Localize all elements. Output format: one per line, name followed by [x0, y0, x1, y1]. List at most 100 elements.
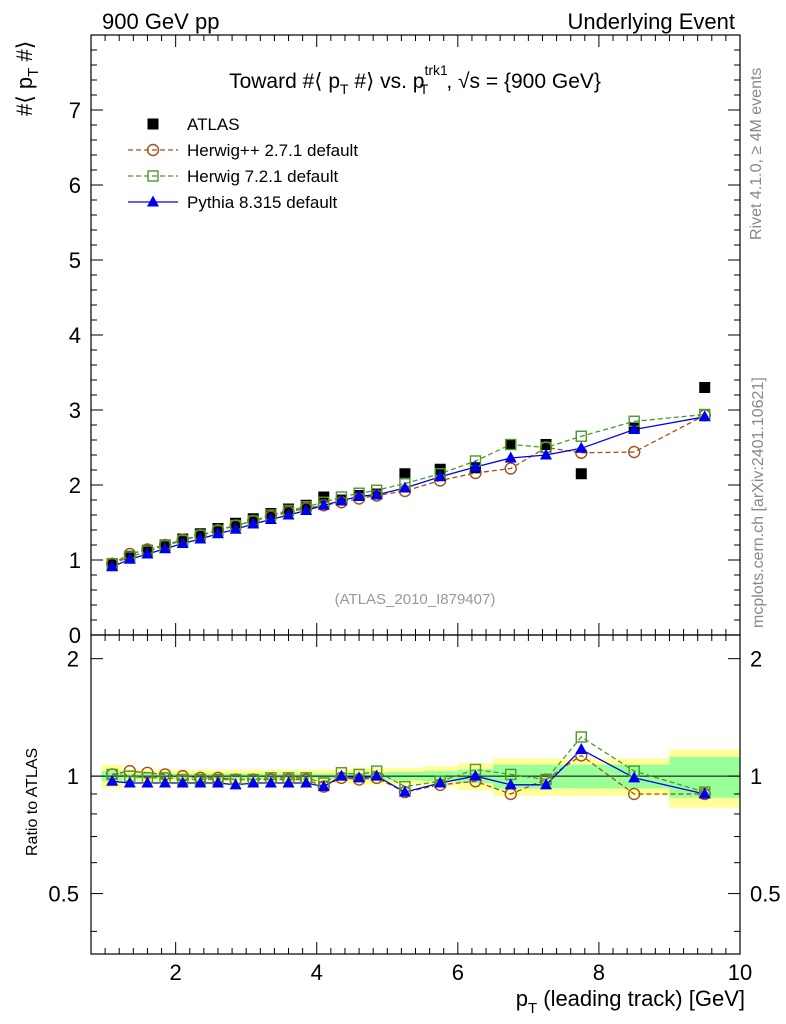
main-point-pythia-8-315-default: [282, 508, 295, 520]
title-sup-trk1: trk1: [424, 62, 448, 78]
ylabel-sub: T: [25, 68, 42, 77]
main-point-pythia-8-315-default: [264, 513, 277, 524]
ratio-ytick-label-left: 0.5: [48, 882, 79, 907]
ratio-error-bands: [101, 749, 740, 808]
title-sub-t1: T: [340, 81, 349, 97]
main-ytick-label: 4: [69, 323, 81, 348]
ratio-ytick-label-left: 1: [67, 764, 79, 789]
analysis-id-label: (ATLAS_2010_I879407): [335, 591, 496, 608]
main-point-pythia-8-315-default: [469, 460, 482, 472]
ratio-point-pythia-8-315-default: [300, 776, 313, 788]
ratio-line-herwig-7-2-1-default: [112, 736, 705, 793]
ratio-point-pythia-8-315-default: [504, 778, 517, 790]
main-point-herwig-7-2-1-default: [575, 430, 587, 442]
xlabel-part-a: p: [516, 986, 528, 1011]
ratio-line-herwig-2-7-1-default: [112, 754, 705, 795]
ratio-point-pythia-8-315-default: [176, 776, 189, 788]
ratio-point-pythia-8-315-default: [434, 776, 447, 788]
title-part-a: Toward #⟨ p: [229, 70, 340, 93]
ratio-ytick-label-right: 1: [750, 764, 762, 789]
ratio-point-pythia-8-315-default: [159, 776, 172, 788]
main-ytick-label: 5: [69, 248, 81, 273]
mcplots-label: mcplots.cern.ch [arXiv:2401.10621]: [750, 377, 767, 628]
legend-marker-herwig-7-2-1-default: [147, 170, 159, 182]
main-point-atlas: [575, 468, 587, 480]
legend-label-pythia-8-315-default: Pythia 8.315 default: [187, 193, 338, 212]
ratio-point-pythia-8-315-default: [698, 787, 711, 799]
main-ytick-label: 6: [69, 173, 81, 198]
main-ylabel: #⟨ pT #⟩: [12, 41, 42, 116]
legend-marker-herwig-2-7-1-default: [146, 143, 160, 157]
main-ytick-label: 3: [69, 398, 81, 423]
legend-label-herwig-2-7-1-default: Herwig++ 2.7.1 default: [187, 141, 358, 160]
main-point-pythia-8-315-default: [176, 537, 189, 548]
ratio-point-pythia-8-315-default: [335, 769, 348, 781]
main-point-pythia-8-315-default: [229, 522, 242, 534]
main-point-pythia-8-315-default: [211, 527, 224, 539]
header-right: Underlying Event: [567, 9, 735, 34]
main-point-pythia-8-315-default: [300, 504, 313, 515]
ratio-point-pythia-8-315-default: [575, 743, 588, 755]
rivet-version-label: Rivet 4.1.0, ≥ 4M events: [748, 68, 765, 240]
main-title: Toward #⟨ pT #⟩ vs. ptrk1 T, √s = {900 Ge…: [229, 62, 601, 97]
ylabel-part-a: #⟨ p: [12, 77, 37, 116]
ratio-point-pythia-8-315-default: [211, 776, 224, 788]
main-series-layer: [105, 382, 711, 572]
legend-marker-atlas: [147, 118, 159, 130]
ratio-point-pythia-8-315-default: [398, 785, 411, 797]
main-point-atlas: [505, 439, 517, 450]
ratio-point-pythia-8-315-default: [317, 780, 330, 792]
main-point-pythia-8-315-default: [159, 542, 172, 554]
main-point-pythia-8-315-default: [698, 410, 711, 422]
main-point-pythia-8-315-default: [628, 423, 641, 434]
header-left: 900 GeV pp: [102, 9, 219, 34]
main-point-pythia-8-315-default: [123, 552, 136, 564]
legend-label-herwig-7-2-1-default: Herwig 7.2.1 default: [187, 167, 338, 186]
legend-label-atlas: ATLAS: [187, 115, 240, 134]
main-point-pythia-8-315-default: [575, 441, 588, 453]
ratio-point-pythia-8-315-default: [469, 769, 482, 781]
ratio-ylabel: Ratio to ATLAS: [24, 748, 41, 856]
main-point-herwig-2-7-1-default: [504, 462, 517, 475]
main-point-pythia-8-315-default: [434, 470, 447, 482]
ratio-point-pythia-8-315-default: [370, 769, 383, 781]
xlabel-sub: T: [528, 1000, 537, 1017]
main-axis-ticks: 0 1 2 3 4 5 6 7: [69, 34, 741, 648]
xtick-label: 10: [728, 960, 752, 985]
ratio-point-herwig-7-2-1-default: [575, 731, 587, 743]
ratio-ytick-label-right: 0.5: [750, 882, 781, 907]
xtick-label: 8: [593, 960, 605, 985]
legend-marker-pythia-8-315-default: [147, 195, 159, 207]
main-point-atlas: [699, 382, 711, 393]
main-ytick-label: 0: [69, 623, 81, 648]
main-point-pythia-8-315-default: [370, 488, 383, 500]
main-point-pythia-8-315-default: [335, 494, 348, 506]
main-point-pythia-8-315-default: [504, 451, 517, 463]
ratio-point-herwig-2-7-1-default: [627, 787, 641, 801]
main-point-pythia-8-315-default: [317, 498, 330, 510]
main-ytick-label: 7: [69, 98, 81, 123]
title-part-c: , √s = {900 GeV}: [446, 70, 601, 93]
main-point-pythia-8-315-default: [353, 489, 366, 501]
main-point-atlas: [399, 468, 411, 480]
ratio-point-pythia-8-315-default: [194, 776, 207, 788]
main-ytick-label: 1: [69, 548, 81, 573]
ratio-point-pythia-8-315-default: [123, 776, 136, 788]
main-line-herwig-2-7-1-default: [111, 414, 706, 565]
xtick-label: 6: [452, 960, 464, 985]
main-point-pythia-8-315-default: [247, 517, 260, 529]
ratio-point-pythia-8-315-default: [628, 771, 641, 783]
title-part-b: #⟩ vs. p: [349, 70, 425, 93]
ratio-point-pythia-8-315-default: [247, 776, 260, 788]
main-line-herwig-7-2-1-default: [111, 413, 705, 565]
ratio-point-pythia-8-315-default: [106, 774, 119, 786]
legend: ATLAS Herwig++ 2.7.1 default Herwig 7.2.1 …: [128, 115, 358, 212]
ratio-point-pythia-8-315-default: [141, 776, 154, 788]
main-ytick-label: 2: [69, 473, 81, 498]
main-point-pythia-8-315-default: [106, 560, 119, 572]
xaxis-label: pT (leading track) [GeV]: [516, 986, 745, 1017]
ratio-ytick-label-left: 2: [67, 647, 79, 672]
main-point-pythia-8-315-default: [141, 547, 154, 559]
xtick-label: 2: [170, 960, 182, 985]
